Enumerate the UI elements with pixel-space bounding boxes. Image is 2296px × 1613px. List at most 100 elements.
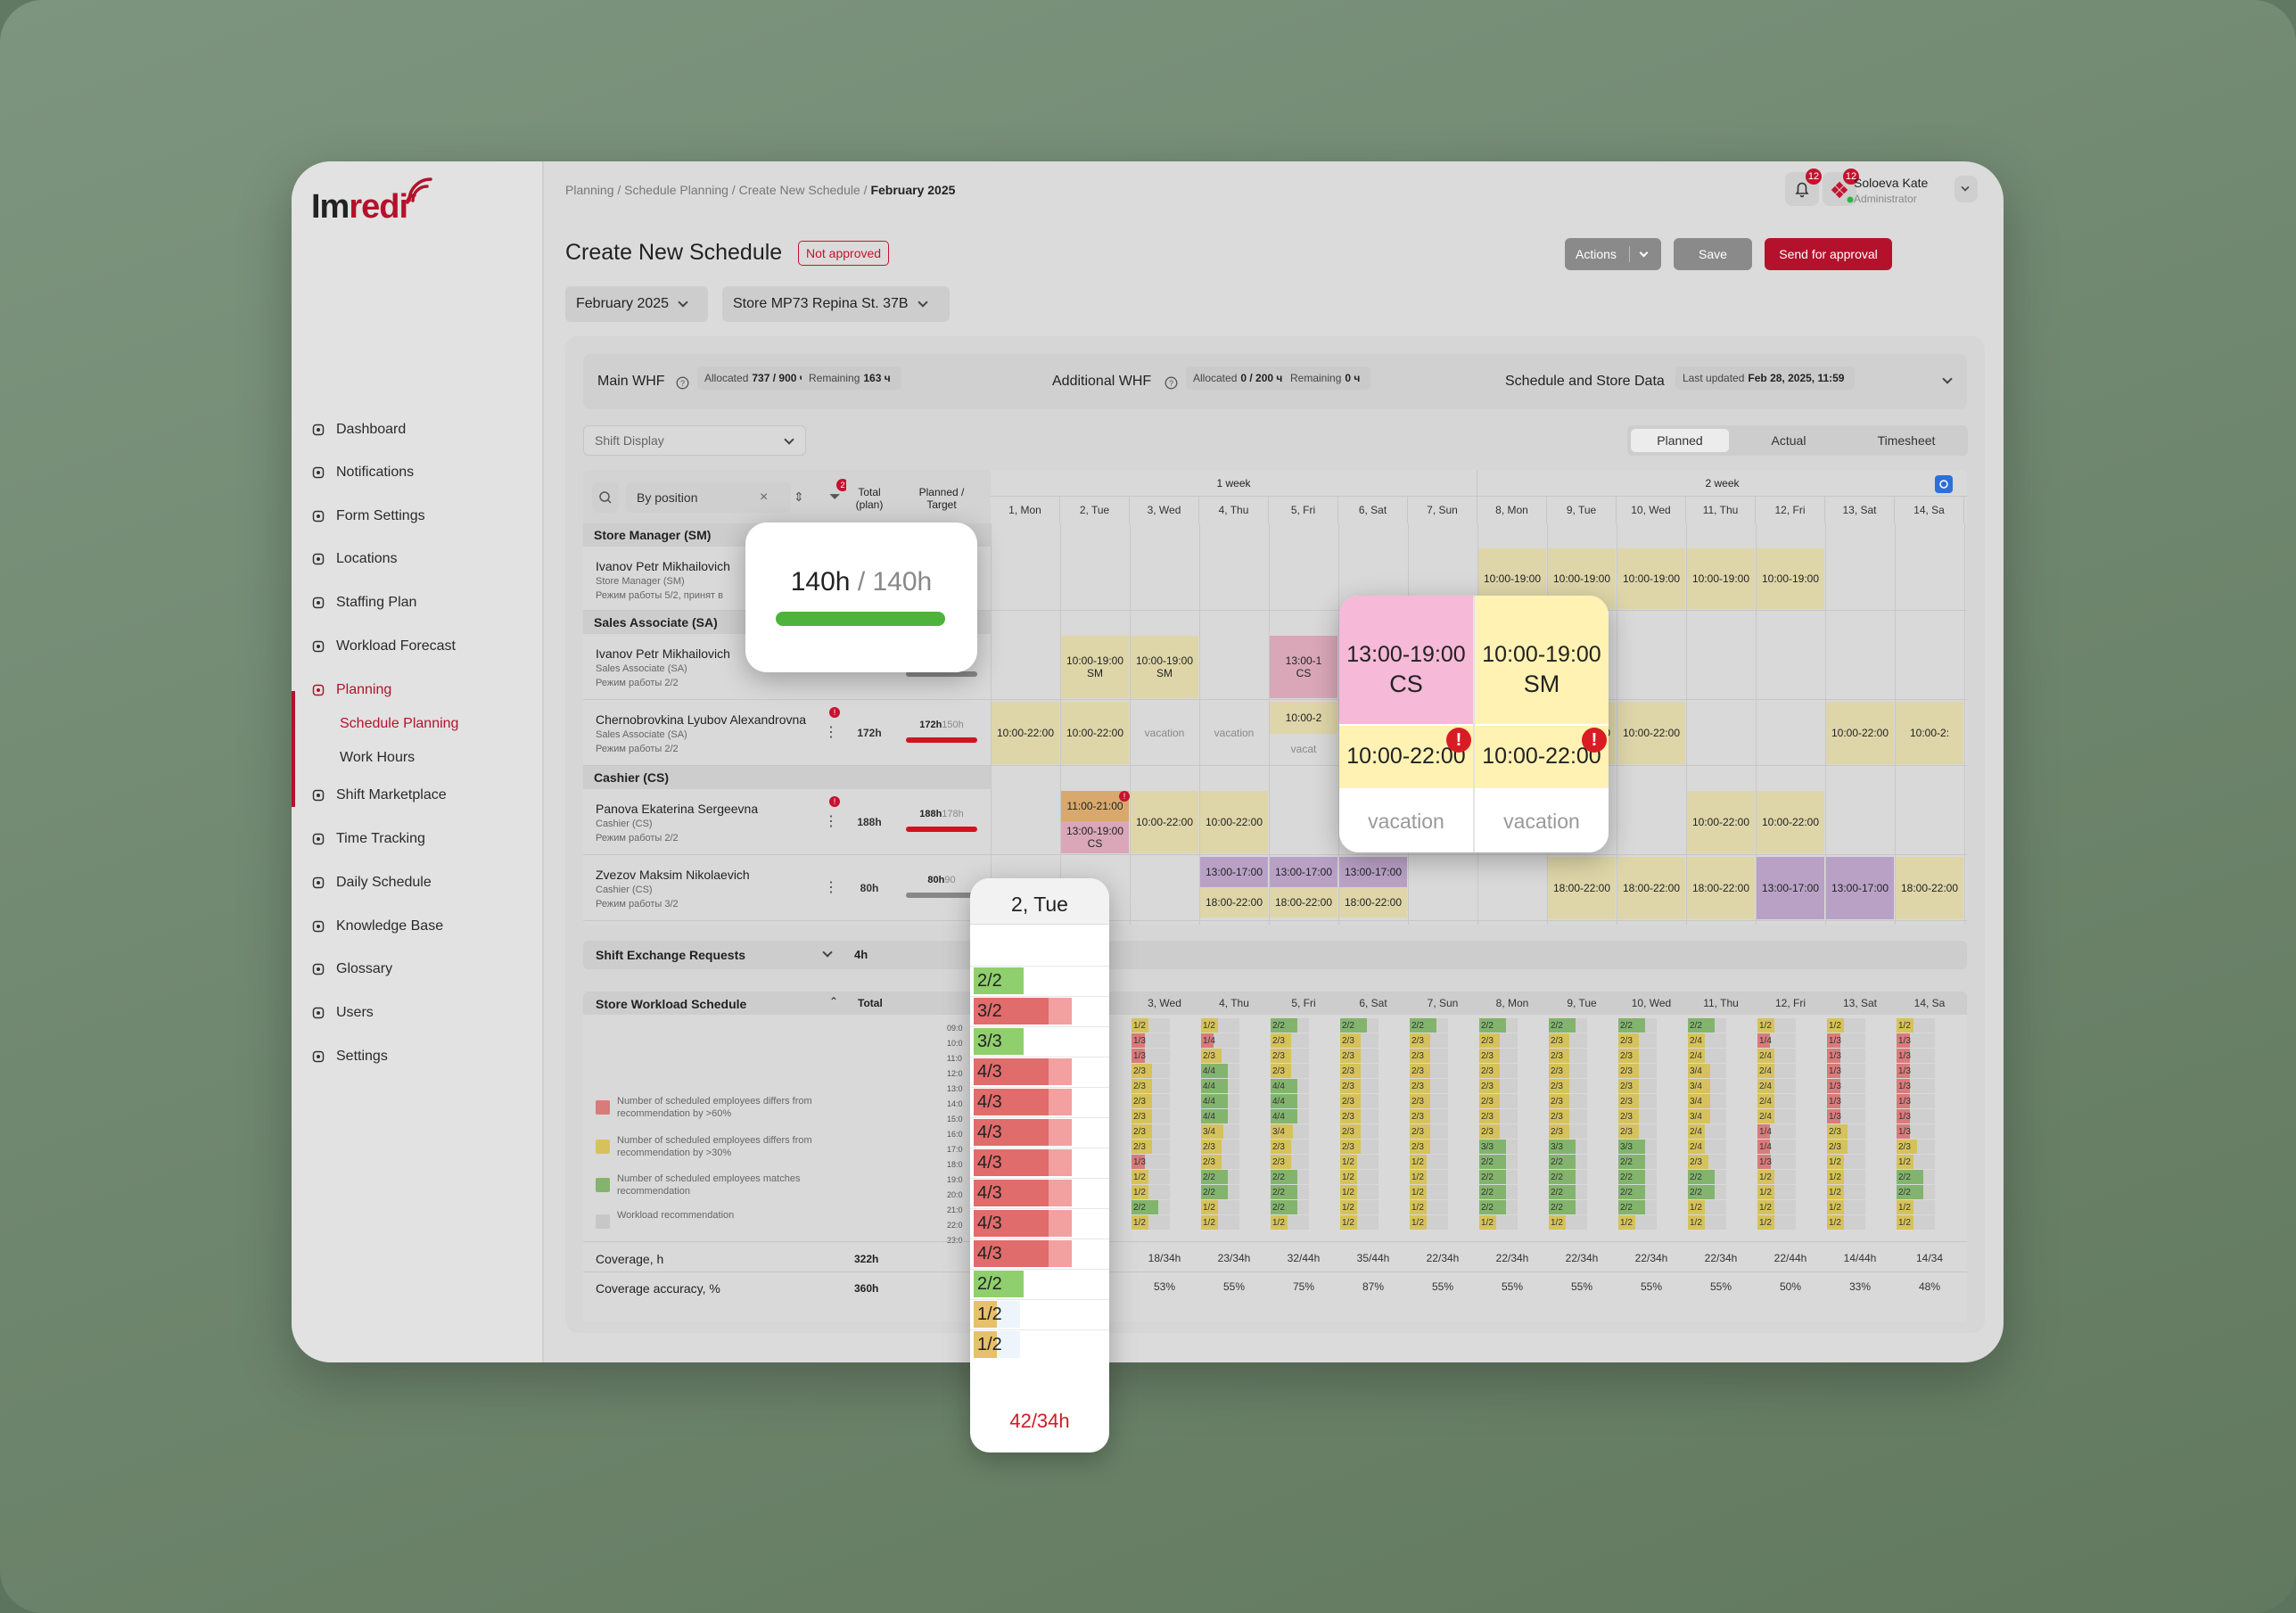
workload-cell[interactable]: 2/2 [1618,1170,1645,1184]
help-icon[interactable]: ? [1164,376,1178,390]
workload-cell[interactable]: 2/3 [1479,1064,1500,1078]
workload-cell[interactable]: 2/3 [1827,1124,1847,1139]
sidebar-item-dashboard[interactable]: Dashboard [311,418,406,441]
sidebar-subitem-work-hours[interactable]: Work Hours [340,750,416,765]
workload-cell[interactable]: 2/3 [1271,1140,1291,1154]
workload-cell[interactable]: 1/2 [1827,1170,1844,1184]
sidebar-item-notifications[interactable]: Notifications [311,461,414,484]
sidebar-item-daily-schedule[interactable]: Daily Schedule [311,871,432,894]
workload-cell[interactable]: 1/4 [1757,1140,1772,1154]
workload-cell[interactable]: 1/2 [1618,1215,1635,1230]
workload-cell[interactable]: 2/2 [1271,1185,1297,1199]
workload-cell[interactable]: 2/3 [1201,1049,1222,1063]
position-filter-input[interactable]: By position [626,482,791,513]
workload-cell[interactable]: 1/2 [1410,1215,1427,1230]
shift-cell[interactable]: 18:00-22:00 [1339,887,1407,918]
workload-cell[interactable]: 1/3 [1827,1033,1841,1048]
workload-cell[interactable]: 2/3 [1271,1033,1291,1048]
workload-cell[interactable]: 2/3 [1479,1049,1500,1063]
sidebar-item-settings[interactable]: Settings [311,1045,388,1068]
shift-cell-cs[interactable] [1339,596,1473,724]
send-for-approval-button[interactable]: Send for approval [1765,238,1892,270]
sidebar-item-staffing-plan[interactable]: Staffing Plan [311,591,416,614]
workload-cell[interactable]: 1/2 [1132,1018,1148,1033]
workload-cell[interactable]: 2/3 [1410,1033,1430,1048]
workload-cell[interactable]: 4/4 [1271,1094,1297,1108]
workload-cell[interactable]: 2/3 [1340,1033,1361,1048]
shift-cell[interactable]: 10:00-22:00 [1757,791,1824,853]
workload-cell[interactable]: 2/4 [1688,1049,1705,1063]
shift-cell[interactable]: 13:00-17:00 [1826,857,1894,919]
week-settings-button[interactable] [1935,475,1953,493]
workload-cell[interactable]: 1/3 [1897,1124,1911,1139]
workload-cell[interactable]: 1/2 [1549,1215,1566,1230]
workload-cell[interactable]: 2/4 [1688,1140,1705,1154]
shift-cell[interactable]: 10:00-19:00 [1757,548,1824,609]
workload-cell[interactable]: 2/3 [1201,1155,1222,1169]
workload-cell[interactable]: 2/3 [1618,1033,1639,1048]
workload-cell[interactable]: 1/3 [1132,1033,1146,1048]
workload-cell[interactable]: 3/4 [1688,1064,1710,1078]
workload-cell[interactable]: 2/2 [1479,1185,1506,1199]
workload-cell[interactable]: 2/2 [1132,1200,1158,1214]
workload-cell[interactable]: 1/3 [1897,1109,1911,1123]
workload-cell[interactable]: 2/3 [1897,1140,1917,1154]
shift-cell[interactable]: 10:00-19:00 [1617,548,1685,609]
workload-cell[interactable]: 1/2 [1132,1185,1148,1199]
workload-cell[interactable]: 1/3 [1897,1064,1911,1078]
workload-cell[interactable]: 1/3 [1132,1049,1146,1063]
workload-cell[interactable]: 1/4 [1757,1033,1772,1048]
workload-cell[interactable]: 2/3 [1340,1094,1361,1108]
workload-cell[interactable]: 2/4 [1757,1049,1774,1063]
workload-cell[interactable]: 1/3 [1897,1079,1911,1093]
shift-cell[interactable]: 13:00-17:00 [1270,857,1337,887]
workload-cell[interactable]: 2/2 [1340,1018,1367,1033]
workload-cell[interactable]: 1/2 [1340,1185,1357,1199]
shift-cell[interactable]: 18:00-22:00 [1548,857,1616,919]
shift-cell[interactable]: 18:00-22:00 [1617,857,1685,919]
workload-cell[interactable]: 1/2 [1132,1170,1148,1184]
workload-cell[interactable]: 2/3 [1479,1094,1500,1108]
workload-cell[interactable]: 1/2 [1340,1200,1357,1214]
workload-cell[interactable]: 2/2 [1479,1018,1506,1033]
store-select[interactable]: Store MP73 Repina St. 37B [722,286,950,322]
workload-cell[interactable]: 2/3 [1549,1124,1569,1139]
shift-exchange-bar[interactable] [583,941,1967,969]
workload-cell[interactable]: 2/3 [1410,1079,1430,1093]
view-timesheet-tab[interactable]: Timesheet [1848,429,1964,452]
help-icon[interactable]: ? [676,376,689,390]
workload-cell[interactable]: 3/4 [1688,1079,1710,1093]
workload-cell[interactable]: 2/2 [1618,1200,1645,1214]
workload-cell[interactable]: 2/3 [1410,1124,1430,1139]
workload-cell[interactable]: 2/2 [1479,1200,1506,1214]
workload-cell[interactable]: 2/3 [1340,1064,1361,1078]
workload-cell[interactable]: 2/3 [1132,1140,1152,1154]
workload-cell[interactable]: 2/3 [1549,1079,1569,1093]
shift-cell[interactable]: vacation [1200,702,1268,764]
shift-cell[interactable]: 18:00-22:00 [1687,857,1755,919]
workload-cell[interactable]: 1/3 [1897,1094,1911,1108]
workload-cell[interactable]: 2/2 [1897,1170,1923,1184]
employee-name[interactable]: Panova Ekaterina Sergeevna [596,802,759,816]
workload-cell[interactable]: 1/2 [1827,1185,1844,1199]
workload-cell[interactable]: 2/4 [1688,1033,1705,1048]
shift-cell[interactable]: 10:00-22:00 [1200,791,1268,853]
workload-cell[interactable]: 1/3 [1132,1155,1146,1169]
workload-cell[interactable]: 4/4 [1201,1064,1228,1078]
workload-cell[interactable]: 1/2 [1340,1155,1357,1169]
workload-cell[interactable]: 2/3 [1479,1033,1500,1048]
filter-icon[interactable]: ⏷ [829,490,841,505]
shift-cell[interactable]: 13:00-17:00 [1200,857,1268,887]
workload-cell[interactable]: 2/3 [1549,1109,1569,1123]
shift-cell[interactable]: 10:00-19:00 [1687,548,1755,609]
workload-cell[interactable]: 3/3 [1479,1140,1506,1154]
shift-cell[interactable]: 10:00-22:00 [1687,791,1755,853]
row-menu-icon[interactable]: ⋮ [824,880,838,895]
workload-cell[interactable]: 2/3 [1688,1155,1708,1169]
workload-cell[interactable]: 2/3 [1340,1109,1361,1123]
employee-name[interactable]: Ivanov Petr Mikhailovich [596,646,730,661]
sort-icon[interactable]: ⇕ [794,490,804,504]
shift-cell[interactable]: 13:00-1 CS [1270,636,1337,698]
workload-cell[interactable]: 2/3 [1132,1094,1152,1108]
view-actual-tab[interactable]: Actual [1740,429,1838,452]
